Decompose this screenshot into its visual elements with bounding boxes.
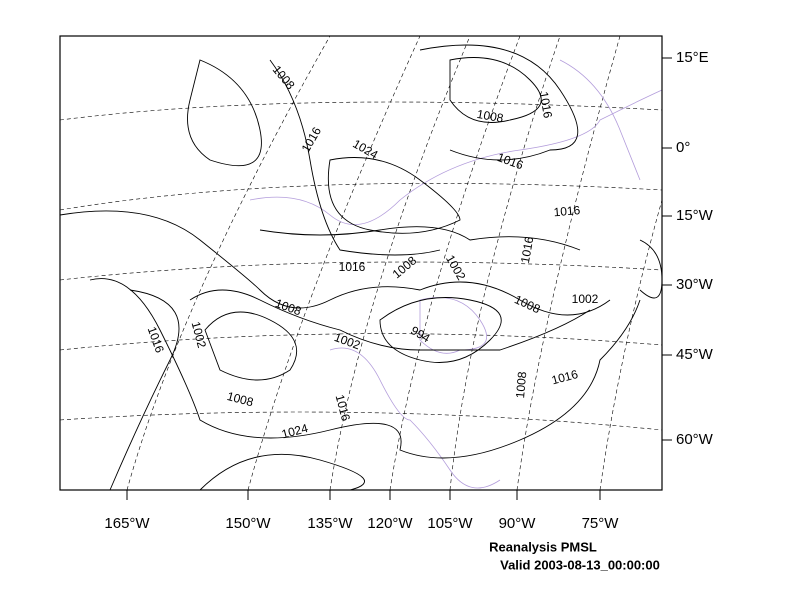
contour-label: 1008 xyxy=(513,371,529,399)
contour-label: 1024 xyxy=(280,421,310,442)
lon-label: 135°W xyxy=(307,515,353,532)
contours xyxy=(59,44,663,491)
lat-label: 15°E xyxy=(676,49,709,66)
contour-label: 994 xyxy=(408,323,433,345)
contour-label: 1016 xyxy=(495,150,525,172)
contour-label: 1016 xyxy=(550,367,580,388)
lat-label: 30°W xyxy=(676,276,714,293)
contour-label: 1008 xyxy=(476,107,505,125)
contour-label: 1002 xyxy=(443,253,469,283)
contour-label: 1016 xyxy=(339,260,366,274)
contour-label: 1008 xyxy=(390,253,420,281)
contour-label: 1016 xyxy=(299,124,325,154)
lon-label: 165°W xyxy=(104,515,150,532)
lat-label: 60°W xyxy=(676,431,714,448)
contour-label: 1016 xyxy=(333,393,354,423)
caption-title: Reanalysis PMSL xyxy=(489,539,597,554)
lon-label: 75°W xyxy=(582,515,620,532)
contour-label: 1008 xyxy=(226,389,256,410)
contour-label: 1016 xyxy=(553,203,581,219)
contour-label: 1002 xyxy=(572,292,599,306)
lon-label: 105°W xyxy=(427,515,473,532)
contour-label: 1008 xyxy=(270,63,298,93)
contour-label: 1016 xyxy=(145,325,167,355)
lon-label: 90°W xyxy=(499,515,537,532)
coastlines xyxy=(249,59,663,489)
lon-label: 150°W xyxy=(225,515,271,532)
graticule xyxy=(59,35,663,491)
lat-label: 0° xyxy=(676,139,690,156)
contour-label: 1008 xyxy=(273,296,303,318)
contour-label: 1016 xyxy=(518,235,536,264)
lon-label: 120°W xyxy=(367,515,413,532)
lat-label: 15°W xyxy=(676,207,714,224)
contour-label: 1002 xyxy=(189,320,210,350)
caption-valid: Valid 2003-08-13_00:00:00 xyxy=(500,557,660,572)
contour-label: 1008 xyxy=(512,292,542,316)
map-frame xyxy=(59,35,663,491)
contour-label: 1002 xyxy=(332,330,362,352)
contour-label: 1016 xyxy=(537,90,555,119)
lat-label: 45°W xyxy=(676,346,714,363)
